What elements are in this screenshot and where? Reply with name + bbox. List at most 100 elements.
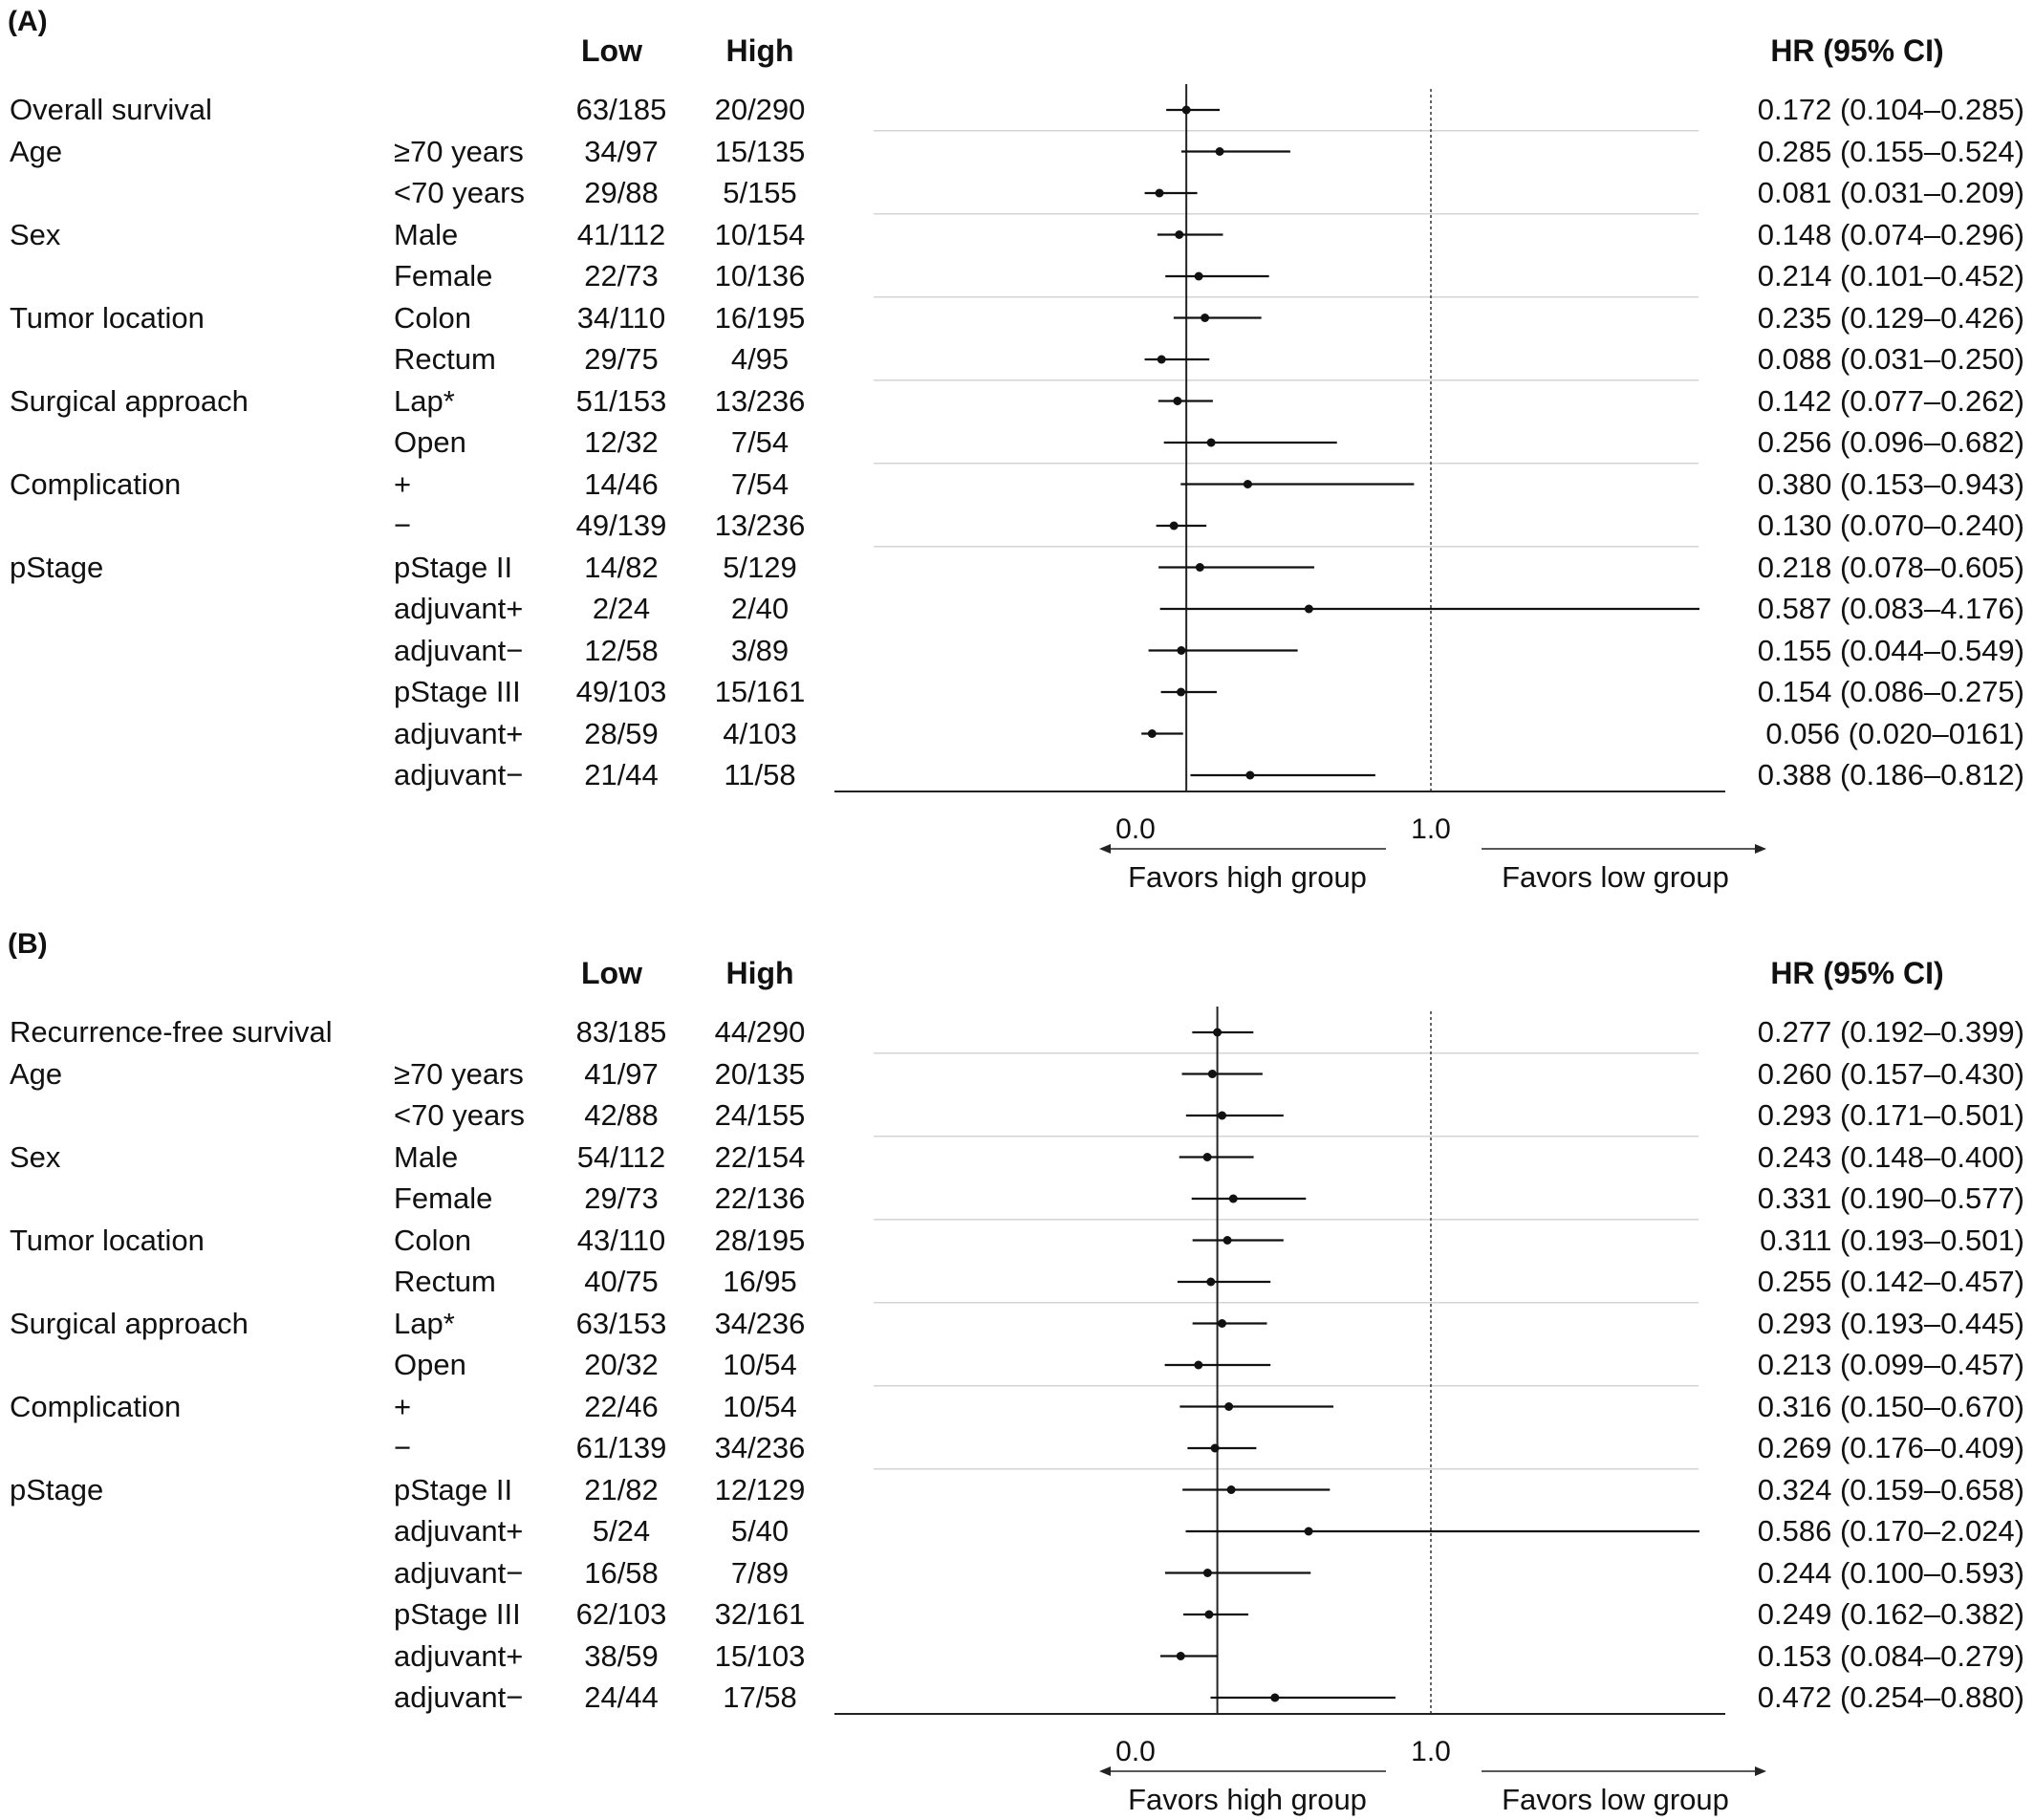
row-low-count: 83/185 [575,1015,667,1049]
hr-point [1207,1070,1217,1078]
row-subgroup-label: Colon [394,1223,471,1257]
table-row: adjuvant+ 2/24 2/40 0.587 (0.083–4.176) [0,588,2034,630]
table-row: adjuvant+ 38/59 15/103 0.153 (0.084–0.279) [0,1636,2034,1678]
table-row: Recurrence-free survival 83/185 44/290 0.27… [0,1011,2034,1053]
hr-point [1181,105,1191,115]
table-row: <70 years 42/88 24/155 0.293 (0.171–0.501) [0,1094,2034,1137]
row-hr-ci-value: 0.130 (0.070–0.240) [1757,509,2024,542]
row-low-count: 40/75 [584,1265,659,1298]
row-hr-ci-value: 0.249 (0.162–0.382) [1757,1597,2024,1631]
row-low-count: 12/32 [584,425,659,459]
row-high-count: 11/58 [724,758,796,791]
row-subgroup-label: Female [394,1181,493,1215]
table-row: <70 years 29/88 5/155 0.081 (0.031–0.209) [0,172,2034,214]
row-low-count: 5/24 [592,1514,651,1548]
row-high-count: 22/154 [714,1139,806,1174]
row-low-count: 21/82 [584,1472,659,1506]
favors-high-label: Favors high group [1128,1783,1367,1816]
row-hr-ci-value: 0.154 (0.086–0.275) [1757,675,2024,708]
row-low-count: 38/59 [584,1638,659,1673]
row-subgroup-label: Male [394,1139,459,1174]
row-low-count: 41/112 [576,217,666,251]
row-subgroup-label: Colon [394,300,471,335]
row-hr-ci-value: 0.214 (0.101–0.452) [1757,259,2024,292]
forest-plot-panel-a: (A) Low High HR (95% CI) Overall survival 63/… [0,0,2034,894]
row-group-label: Tumor location [10,1223,205,1257]
panel-label: (B) [8,928,48,960]
row-hr-ci-value: 0.311 (0.193–0.501) [1760,1223,2024,1257]
row-subgroup-label: adjuvant+ [394,716,524,750]
row-group-label: Complication [10,466,182,501]
row-group-label: pStage [10,550,104,584]
row-subgroup-label: + [394,1389,412,1423]
hr-point [1243,480,1252,488]
row-hr-ci-value: 0.586 (0.170–2.024) [1757,1514,2024,1548]
forest-plot-svg: 0.0 1.0 Favors high group Favors low group [834,1007,1766,1816]
row-subgroup-label: adjuvant+ [394,592,524,625]
row-subgroup-label: Lap* [394,1306,455,1340]
table-row: adjuvant− 16/58 7/89 0.244 (0.100–0.593) [0,1552,2034,1594]
hr-point [1157,355,1166,364]
favors-low-arrowhead [1755,844,1766,854]
row-high-count: 10/136 [714,259,806,292]
x-tick-label: 1.0 [1411,813,1451,845]
row-low-count: 62/103 [575,1597,667,1631]
row-hr-ci-value: 0.260 (0.157–0.430) [1757,1056,2024,1091]
panel-label: (A) [8,6,48,37]
table-row: Tumor location Colon 34/110 16/195 0.235 (0.… [0,297,2034,339]
row-hr-ci-value: 0.155 (0.044–0.549) [1757,633,2024,667]
row-hr-ci-value: 0.277 (0.192–0.399) [1757,1015,2024,1049]
row-high-count: 28/195 [714,1223,806,1257]
row-high-count: 15/103 [714,1638,806,1673]
row-subgroup-label: pStage II [394,1472,513,1506]
hr-point [1215,147,1224,156]
row-high-count: 13/236 [714,509,806,542]
row-group-label: Recurrence-free survival [10,1015,333,1049]
table-row: adjuvant+ 5/24 5/40 0.586 (0.170–2.024) [0,1510,2034,1552]
hr-point [1218,1319,1227,1328]
hr-point [1270,1693,1280,1702]
row-hr-ci-value: 0.235 (0.129–0.426) [1757,300,2024,335]
hr-point [1245,770,1255,780]
table-row: Open 20/32 10/54 0.213 (0.099–0.457) [0,1344,2034,1386]
column-header-hr: HR (95% CI) [1770,33,1944,68]
column-header-low: Low [581,956,642,990]
row-hr-ci-value: 0.316 (0.150–0.670) [1757,1389,2024,1423]
row-group-label: Overall survival [10,93,212,126]
row-low-count: 29/75 [584,342,659,376]
row-hr-ci-value: 0.243 (0.148–0.400) [1757,1139,2024,1174]
row-hr-ci-value: 0.172 (0.104–0.285) [1757,93,2024,126]
row-hr-ci-value: 0.142 (0.077–0.262) [1757,383,2024,418]
favors-low-label: Favors low group [1502,860,1729,894]
row-subgroup-label: ≥70 years [394,134,524,168]
row-high-count: 24/155 [714,1098,806,1132]
favors-high-arrowhead [1099,1766,1111,1776]
row-high-count: 5/129 [723,550,797,584]
hr-point [1194,271,1203,281]
hr-point [1177,646,1186,655]
row-low-count: 29/73 [584,1181,659,1215]
table-row: Rectum 29/75 4/95 0.088 (0.031–0.250) [0,338,2034,380]
row-high-count: 20/290 [714,93,806,126]
row-low-count: 43/110 [576,1223,666,1257]
favors-high-label: Favors high group [1128,860,1367,894]
row-low-count: 14/82 [584,550,659,584]
column-header-hr: HR (95% CI) [1770,956,1944,990]
row-low-count: 49/103 [575,675,667,708]
row-subgroup-label: ≥70 years [394,1056,524,1091]
row-high-count: 12/129 [714,1472,806,1506]
row-high-count: 5/155 [723,176,797,209]
row-low-count: 34/110 [576,300,666,335]
row-low-count: 21/44 [584,758,659,791]
row-hr-ci-value: 0.324 (0.159–0.658) [1757,1472,2024,1506]
hr-point [1202,1569,1212,1577]
row-subgroup-label: + [394,466,412,501]
hr-point [1147,729,1157,738]
row-high-count: 16/95 [723,1265,797,1298]
row-hr-ci-value: 0.293 (0.193–0.445) [1757,1306,2024,1340]
row-subgroup-label: pStage II [394,550,513,584]
row-high-count: 10/54 [723,1348,797,1381]
row-hr-ci-value: 0.255 (0.142–0.457) [1757,1265,2024,1298]
row-high-count: 2/40 [730,592,790,625]
hr-point [1194,1360,1203,1370]
